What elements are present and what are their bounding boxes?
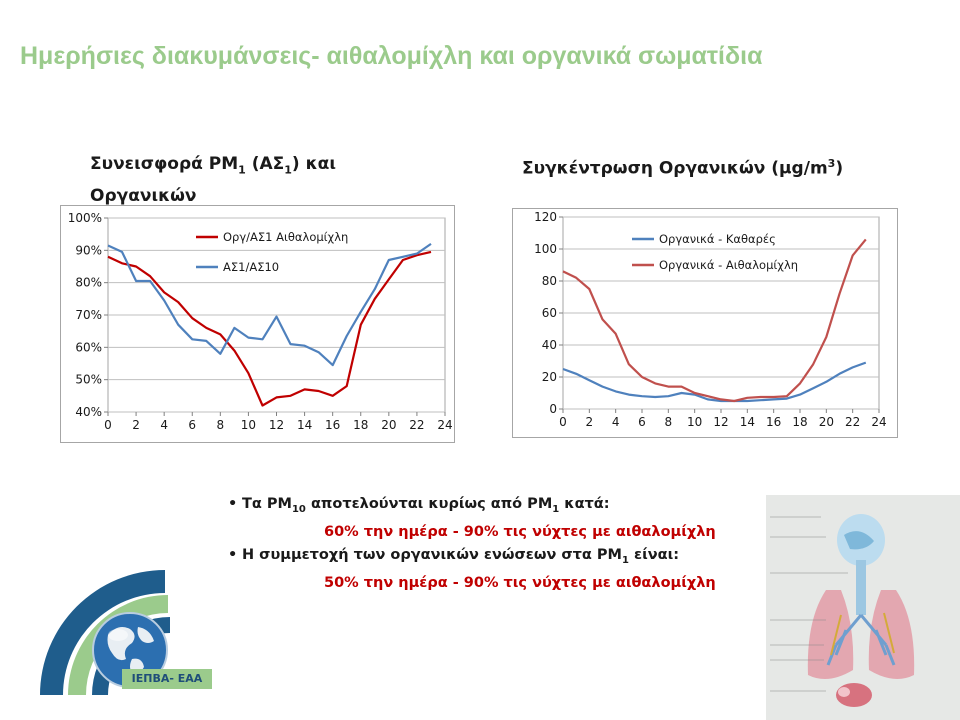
x-tick-label: 24 (437, 418, 452, 432)
chart-frame (60, 205, 455, 443)
x-tick-label: 0 (104, 418, 112, 432)
series-line-1 (107, 250, 432, 407)
x-tick-label: 18 (792, 415, 807, 429)
slide-title: Ημερήσιες διακυμάνσεις- αιθαλομίχλη και … (20, 42, 763, 70)
left-chart-heading: Συνεισφορά PM1 (ΑΣ1) και Οργανικών (90, 154, 336, 207)
institute-logo (40, 570, 170, 695)
y-tick-label: 80% (75, 276, 102, 290)
y-tick-label: 100 (534, 242, 557, 256)
legend-label-1: Οργανικά - Καθαρές (659, 232, 776, 246)
y-tick-label: 0 (549, 402, 557, 416)
x-tick-label: 20 (381, 418, 396, 432)
series-line-2 (107, 242, 432, 367)
y-tick-label: 90% (75, 243, 102, 257)
x-tick-label: 22 (409, 418, 424, 432)
legend-label-2: ΑΣ1/ΑΣ10 (223, 260, 279, 274)
x-tick-label: 8 (217, 418, 225, 432)
x-tick-label: 14 (297, 418, 312, 432)
y-tick-label: 100% (68, 211, 102, 225)
x-tick-label: 24 (871, 415, 886, 429)
bullet-2-highlight: 50% την ημέρα - 90% τις νύχτες με αιθαλο… (324, 574, 716, 591)
respiratory-system-illustration (766, 495, 960, 720)
x-tick-label: 10 (687, 415, 702, 429)
left-chart-svg: 40%50%60%70%80%90%100%0 2 4 6 8 10 12 14 16 18 20 2… (60, 205, 455, 443)
right-chart: 0 20 40 60 80 100 120 0 2 4 6 8 10 12 14 16 18 20 22 24 Οργα… (512, 208, 898, 438)
y-tick-label: 120 (534, 210, 557, 224)
y-tick-label: 60 (542, 306, 557, 320)
y-tick-label: 50% (75, 373, 102, 387)
x-tick-label: 14 (740, 415, 755, 429)
bullet-1-highlight: 60% την ημέρα - 90% τις νύχτες με αιθαλο… (324, 523, 716, 540)
x-tick-label: 10 (241, 418, 256, 432)
x-tick-label: 18 (353, 418, 368, 432)
logo-label: ΙΕΠΒΑ- ΕΑΑ (122, 669, 212, 689)
left-chart: 40% 50% 60% 70% 80% 90% 100% 0 2 4 6 8 10 12 14 16 18 20 2… (60, 205, 455, 443)
x-tick-label: 2 (132, 418, 140, 432)
x-tick-label: 8 (665, 415, 673, 429)
x-tick-label: 12 (269, 418, 284, 432)
x-tick-label: 20 (819, 415, 834, 429)
series-line-2 (562, 238, 867, 403)
x-tick-label: 6 (638, 415, 646, 429)
bullet-list: • Τα PM10 αποτελούνται κυρίως από PM1 κατ… (228, 493, 768, 595)
y-tick-label: 60% (75, 340, 102, 354)
x-tick-label: 4 (612, 415, 620, 429)
x-tick-label: 16 (325, 418, 340, 432)
y-tick-label: 70% (75, 308, 102, 322)
y-tick-label: 80 (542, 274, 557, 288)
x-tick-label: 0 (559, 415, 567, 429)
x-tick-label: 22 (845, 415, 860, 429)
y-tick-label: 20 (542, 370, 557, 384)
y-tick-label: 40% (75, 405, 102, 419)
bullet-1: • Τα PM10 αποτελούνται κυρίως από PM1 κατ… (228, 496, 610, 515)
legend-label-2: Οργανικά - Αιθαλομίχλη (659, 258, 798, 272)
y-tick-label: 40 (542, 338, 557, 352)
x-tick-label: 12 (713, 415, 728, 429)
legend-label-1: Οργ/ΑΣ1 Αιθαλομίχλη (223, 230, 348, 244)
right-chart-heading: Συγκέντρωση Οργανικών (μg/m3) (522, 157, 844, 179)
x-tick-label: 2 (586, 415, 594, 429)
x-tick-label: 4 (160, 418, 168, 432)
bullet-2: • Η συμμετοχή των οργανικών ενώσεων στα P… (228, 546, 680, 566)
x-tick-label: 16 (766, 415, 781, 429)
series-line-1 (562, 361, 867, 403)
x-tick-label: 6 (188, 418, 196, 432)
